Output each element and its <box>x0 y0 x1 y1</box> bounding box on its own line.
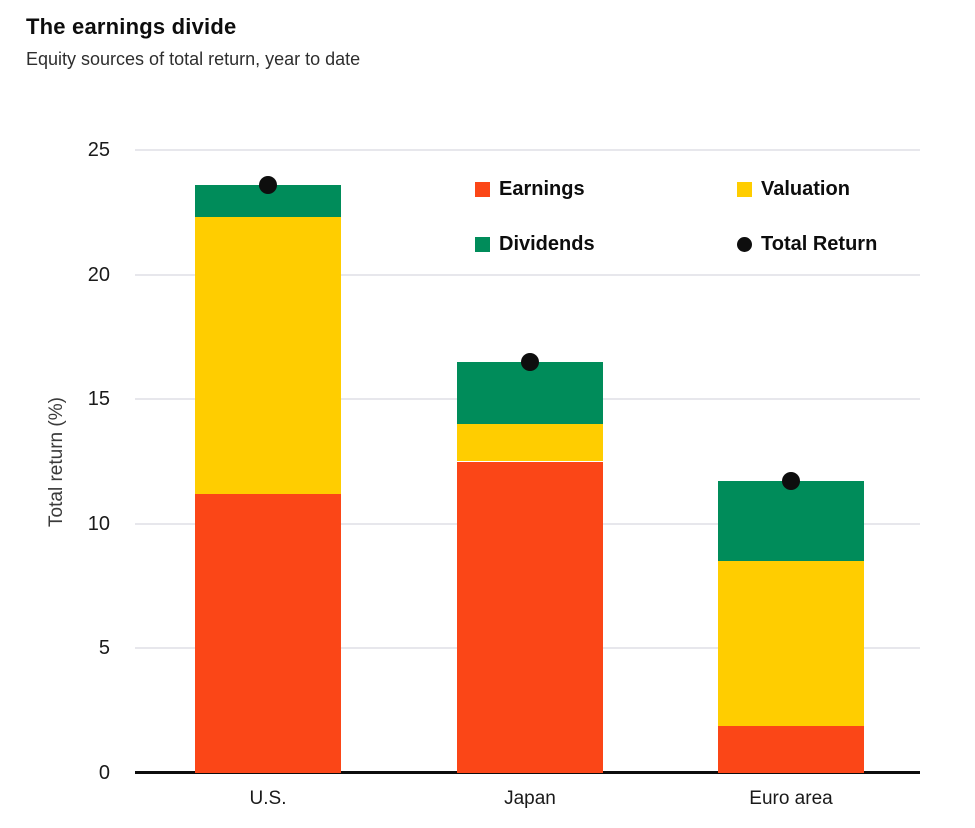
total-return-dot-2 <box>782 472 800 491</box>
y-tick-label-20: 20 <box>87 263 110 286</box>
gridline-25 <box>135 149 920 151</box>
legend-label: Dividends <box>499 232 595 255</box>
bar-segment-earnings-1 <box>457 461 603 773</box>
legend-item-valuation: Valuation <box>737 178 850 200</box>
legend-square-icon <box>737 181 752 197</box>
gridline-20 <box>135 273 920 276</box>
legend-item-earnings: Earnings <box>475 178 585 200</box>
bar-segment-valuation-1 <box>457 424 603 462</box>
total-return-dot-0 <box>259 175 277 194</box>
total-return-dot-1 <box>521 352 539 371</box>
y-tick-label-5: 5 <box>98 637 110 660</box>
legend-item-total-return: Total Return <box>737 233 877 255</box>
y-tick-label-25: 25 <box>87 139 110 161</box>
bar-segment-earnings-2 <box>718 725 864 773</box>
legend-label: Earnings <box>499 177 585 200</box>
bar-segment-earnings-0 <box>195 493 341 773</box>
legend-square-icon <box>475 236 490 252</box>
legend-label: Valuation <box>761 177 850 200</box>
bar-segment-dividends-1 <box>457 361 603 425</box>
legend-square-icon <box>475 181 490 197</box>
y-axis-label: Total return (%) <box>46 397 67 527</box>
x-tick-label-1: Japan <box>504 788 556 809</box>
y-tick-label-15: 15 <box>87 388 110 411</box>
legend-label: Total Return <box>761 232 878 255</box>
x-tick-label-0: U.S. <box>249 788 287 809</box>
legend-item-dividends: Dividends <box>475 233 595 255</box>
bar-segment-dividends-2 <box>718 481 864 562</box>
chart-title: The earnings divide <box>26 14 237 39</box>
y-tick-label-0: 0 <box>98 762 110 784</box>
legend-circle-icon <box>737 236 752 252</box>
bar-segment-valuation-2 <box>718 561 864 726</box>
bar-segment-valuation-0 <box>195 217 341 494</box>
x-tick-label-2: Euro area <box>749 788 833 809</box>
y-tick-label-10: 10 <box>87 512 110 535</box>
chart-subtitle: Equity sources of total return, year to … <box>26 49 361 69</box>
